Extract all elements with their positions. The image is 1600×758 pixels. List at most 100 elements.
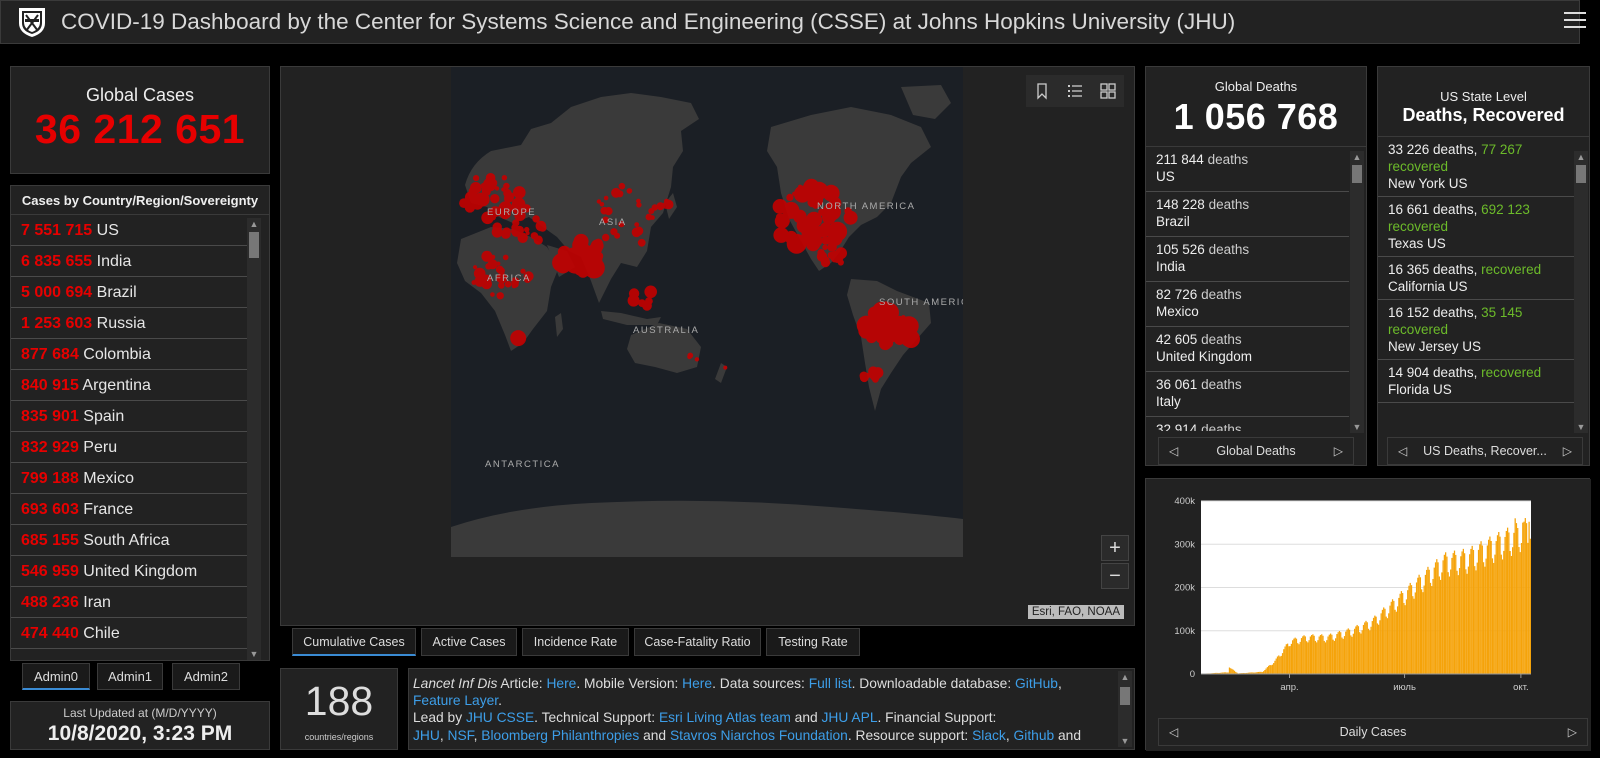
scroll-thumb[interactable] (1120, 687, 1130, 705)
case-bubble[interactable] (821, 223, 833, 235)
daily-cases-bar[interactable] (1323, 640, 1325, 674)
country-list-item[interactable]: 5 000 694 Brazil (11, 277, 251, 308)
daily-cases-bar[interactable] (1292, 640, 1294, 674)
case-bubble[interactable] (496, 261, 501, 266)
daily-cases-bar[interactable] (1281, 653, 1284, 674)
daily-cases-bar[interactable] (1386, 618, 1389, 674)
case-bubble[interactable] (644, 285, 657, 299)
daily-cases-bar[interactable] (1378, 624, 1380, 674)
daily-cases-bar[interactable] (1305, 641, 1308, 674)
tab-cumulative-cases[interactable]: Cumulative Cases (292, 628, 416, 656)
daily-cases-bar[interactable] (1262, 671, 1265, 674)
country-list-scrollbar[interactable]: ▲ ▼ (247, 218, 261, 660)
daily-cases-bar[interactable] (1479, 544, 1481, 674)
daily-cases-bar[interactable] (1336, 634, 1338, 674)
daily-cases-bar[interactable] (1275, 658, 1277, 674)
daily-cases-bar[interactable] (1518, 547, 1520, 674)
daily-cases-bar[interactable] (1316, 642, 1318, 674)
daily-cases-bar[interactable] (1265, 668, 1267, 674)
daily-cases-bar[interactable] (1374, 615, 1376, 674)
daily-cases-bar[interactable] (1484, 566, 1486, 674)
daily-cases-bar[interactable] (1390, 601, 1392, 674)
deaths-list-item[interactable]: 36 061 deaths Italy (1146, 372, 1349, 417)
daily-cases-bar[interactable] (1480, 541, 1482, 674)
case-bubble[interactable] (822, 210, 836, 225)
daily-cases-bar[interactable] (1412, 596, 1414, 674)
daily-cases-bar[interactable] (1462, 548, 1464, 674)
case-bubble[interactable] (900, 315, 906, 321)
case-bubble[interactable] (856, 315, 877, 335)
case-bubble[interactable] (656, 202, 665, 211)
case-bubble[interactable] (616, 190, 624, 198)
daily-cases-bar[interactable] (1429, 582, 1432, 674)
daily-cases-bar[interactable] (1302, 636, 1304, 674)
case-bubble[interactable] (812, 221, 819, 228)
daily-cases-bar[interactable] (1380, 613, 1382, 674)
daily-cases-bar[interactable] (1522, 522, 1524, 675)
daily-cases-bar[interactable] (1438, 576, 1440, 674)
daily-cases-bar[interactable] (1527, 542, 1529, 674)
daily-cases-bar[interactable] (1398, 597, 1400, 674)
daily-cases-bar[interactable] (1396, 606, 1399, 674)
daily-cases-bar[interactable] (1257, 671, 1260, 674)
country-list-item[interactable]: 6 835 655 India (11, 246, 251, 277)
country-list-item[interactable]: 546 959 United Kingdom (11, 556, 251, 587)
deaths-list-item[interactable]: 148 228 deaths Brazil (1146, 192, 1349, 237)
scroll-up-icon[interactable]: ▲ (249, 219, 259, 229)
daily-cases-bar[interactable] (1452, 553, 1454, 674)
case-bubble[interactable] (603, 195, 609, 201)
daily-cases-bar[interactable] (1448, 576, 1451, 674)
daily-cases-bar[interactable] (1345, 631, 1347, 674)
daily-cases-bar[interactable] (1372, 617, 1375, 674)
daily-cases-bar[interactable] (1514, 518, 1516, 674)
daily-cases-bar[interactable] (1512, 547, 1514, 674)
daily-cases-bar[interactable] (1347, 628, 1349, 674)
daily-cases-bar[interactable] (1424, 574, 1427, 674)
daily-cases-bar[interactable] (1456, 570, 1458, 674)
daily-cases-bar[interactable] (1383, 607, 1385, 674)
daily-cases-bar[interactable] (1446, 556, 1448, 674)
daily-cases-bar[interactable] (1376, 623, 1379, 674)
daily-cases-bar[interactable] (1337, 632, 1339, 674)
case-bubble[interactable] (773, 227, 789, 243)
daily-cases-bar[interactable] (1274, 660, 1276, 674)
daily-cases-bar[interactable] (1384, 608, 1386, 674)
daily-cases-bar[interactable] (1318, 636, 1320, 675)
zoom-out-button[interactable]: − (1101, 563, 1129, 589)
country-list-item[interactable]: 835 901 Spain (11, 401, 251, 432)
daily-cases-bar[interactable] (1352, 633, 1354, 674)
daily-cases-bar[interactable] (1402, 593, 1404, 674)
case-bubble[interactable] (515, 225, 524, 235)
us-state-list-item[interactable]: 16 152 deaths, 35 145 recovered New Jerse… (1378, 300, 1574, 360)
daily-cases-bar[interactable] (1494, 554, 1496, 674)
chevron-right-icon[interactable]: ▷ (1562, 444, 1572, 458)
daily-cases-bar[interactable] (1342, 638, 1344, 674)
daily-cases-bar[interactable] (1421, 589, 1423, 674)
daily-cases-bar[interactable] (1467, 566, 1470, 674)
daily-cases-bar[interactable] (1284, 646, 1286, 674)
daily-cases-bar[interactable] (1509, 551, 1511, 674)
case-bubble[interactable] (561, 248, 580, 267)
case-bubble[interactable] (829, 197, 842, 210)
daily-cases-bar[interactable] (1393, 600, 1395, 674)
case-bubble[interactable] (618, 221, 625, 228)
daily-cases-bar[interactable] (1293, 638, 1295, 674)
case-bubble[interactable] (594, 238, 603, 248)
daily-cases-bar[interactable] (1232, 669, 1234, 674)
country-list-item[interactable]: 832 929 Peru (11, 432, 251, 463)
scroll-thumb[interactable] (1352, 165, 1362, 183)
case-bubble[interactable] (483, 177, 497, 192)
case-bubble[interactable] (879, 302, 899, 323)
daily-cases-bar[interactable] (1431, 586, 1433, 674)
daily-cases-bar[interactable] (1366, 622, 1368, 674)
daily-cases-bar[interactable] (1365, 620, 1367, 674)
info-scrollbar[interactable]: ▲ ▼ (1118, 671, 1132, 747)
daily-cases-bar[interactable] (1474, 566, 1476, 674)
daily-cases-bar[interactable] (1221, 672, 1223, 674)
daily-cases-bar[interactable] (1225, 672, 1227, 674)
daily-cases-bar[interactable] (1436, 559, 1438, 674)
daily-cases-bar[interactable] (1460, 556, 1462, 674)
daily-cases-bar[interactable] (1405, 599, 1408, 674)
legend-list-icon[interactable] (1064, 80, 1086, 102)
daily-cases-bar[interactable] (1312, 634, 1314, 674)
